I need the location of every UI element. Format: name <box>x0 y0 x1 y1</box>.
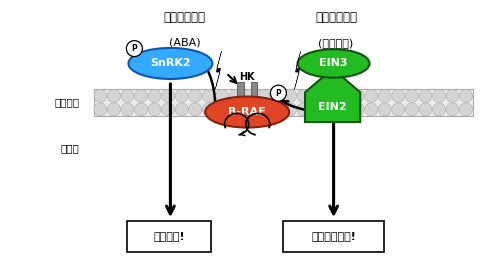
Text: P: P <box>276 89 281 98</box>
Circle shape <box>284 103 297 116</box>
Text: 乾燥耆性!: 乾燥耆性! <box>154 231 185 241</box>
Ellipse shape <box>128 48 212 79</box>
Text: 小胞体膜: 小胞体膜 <box>54 97 79 108</box>
Circle shape <box>108 103 120 116</box>
Circle shape <box>297 103 310 116</box>
Text: 冠水ストレス: 冠水ストレス <box>315 11 357 24</box>
Circle shape <box>378 89 391 102</box>
Circle shape <box>378 103 391 116</box>
Circle shape <box>175 89 188 102</box>
Circle shape <box>229 89 242 102</box>
Circle shape <box>202 89 215 102</box>
Circle shape <box>189 89 202 102</box>
Circle shape <box>324 89 337 102</box>
Circle shape <box>406 103 419 116</box>
Circle shape <box>284 89 297 102</box>
Circle shape <box>419 103 432 116</box>
Circle shape <box>337 89 350 102</box>
Circle shape <box>432 89 445 102</box>
Text: HK: HK <box>240 72 255 82</box>
Text: P: P <box>132 44 137 53</box>
Text: EIN2: EIN2 <box>318 102 347 112</box>
Circle shape <box>432 103 445 116</box>
Circle shape <box>270 85 287 101</box>
Circle shape <box>189 103 202 116</box>
Circle shape <box>459 89 472 102</box>
Circle shape <box>121 103 134 116</box>
Circle shape <box>392 89 405 102</box>
Circle shape <box>351 89 364 102</box>
Circle shape <box>121 89 134 102</box>
Circle shape <box>162 103 175 116</box>
Text: B-RAF: B-RAF <box>228 107 266 117</box>
Polygon shape <box>216 51 221 89</box>
Circle shape <box>311 89 324 102</box>
Text: 乾燥ストレス: 乾燥ストレス <box>164 11 206 24</box>
Bar <box>283 221 384 252</box>
Circle shape <box>175 103 188 116</box>
Circle shape <box>94 103 107 116</box>
Circle shape <box>406 89 419 102</box>
Bar <box>127 221 211 252</box>
Bar <box>94 89 473 116</box>
Circle shape <box>229 103 242 116</box>
Circle shape <box>148 103 161 116</box>
Circle shape <box>256 103 269 116</box>
Circle shape <box>94 89 107 102</box>
Circle shape <box>162 89 175 102</box>
Circle shape <box>256 89 269 102</box>
Circle shape <box>365 103 378 116</box>
Circle shape <box>459 103 472 116</box>
Text: (ABA): (ABA) <box>169 38 201 48</box>
Circle shape <box>446 103 459 116</box>
Circle shape <box>351 103 364 116</box>
Text: SnRK2: SnRK2 <box>150 58 191 69</box>
Circle shape <box>392 103 405 116</box>
Circle shape <box>243 103 256 116</box>
Circle shape <box>311 103 324 116</box>
Circle shape <box>108 89 120 102</box>
Circle shape <box>270 89 283 102</box>
Circle shape <box>126 40 143 57</box>
Bar <box>237 82 244 127</box>
Circle shape <box>216 103 229 116</box>
Text: EIN3: EIN3 <box>319 58 348 69</box>
Circle shape <box>297 89 310 102</box>
Circle shape <box>337 103 350 116</box>
Ellipse shape <box>298 49 370 78</box>
Ellipse shape <box>205 97 289 128</box>
Text: 細胞質: 細胞質 <box>60 143 79 154</box>
Text: 冠水透避応答!: 冠水透避応答! <box>311 231 356 241</box>
Circle shape <box>202 103 215 116</box>
Text: (エチレン): (エチレン) <box>318 38 354 48</box>
Circle shape <box>446 89 459 102</box>
Polygon shape <box>295 51 300 89</box>
Circle shape <box>324 103 337 116</box>
Circle shape <box>216 89 229 102</box>
Circle shape <box>148 89 161 102</box>
Circle shape <box>243 89 256 102</box>
Polygon shape <box>305 69 360 122</box>
Circle shape <box>134 89 147 102</box>
Circle shape <box>134 103 147 116</box>
Bar <box>251 82 257 127</box>
Circle shape <box>419 89 432 102</box>
Circle shape <box>365 89 378 102</box>
Circle shape <box>270 103 283 116</box>
